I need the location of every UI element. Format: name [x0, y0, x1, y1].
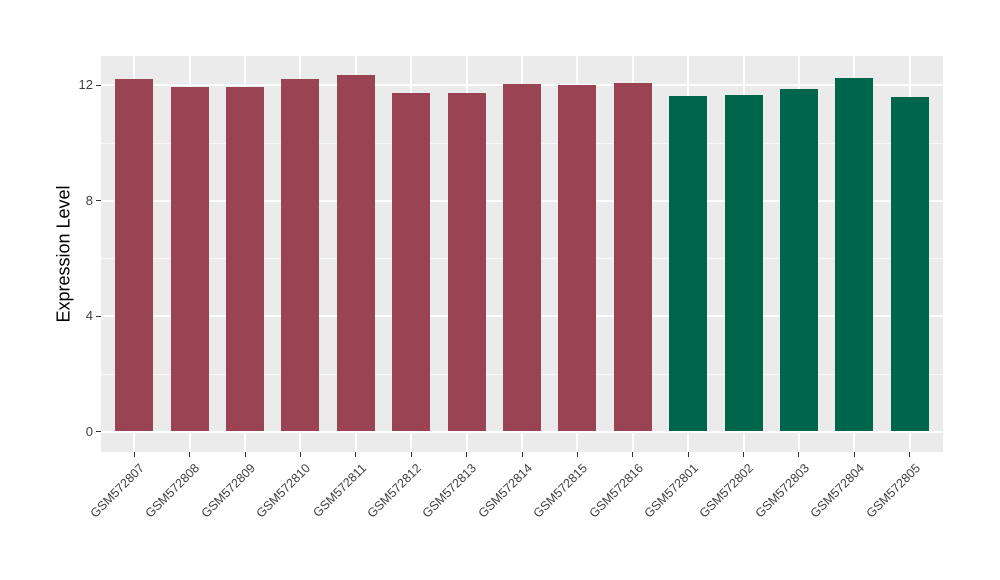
x-tick-mark [632, 452, 634, 457]
x-tick-label: GSM572812 [364, 461, 425, 521]
y-tick-mark [96, 200, 101, 202]
x-tick-label: GSM572801 [641, 461, 702, 521]
x-tick-mark [909, 452, 911, 457]
y-tick-label: 12 [78, 77, 93, 93]
bar-GSM572816 [613, 83, 652, 432]
x-tick-label: GSM572815 [530, 461, 591, 521]
x-tick-mark [244, 452, 246, 457]
x-tick-mark [853, 452, 855, 457]
x-tick-label: GSM572816 [586, 461, 646, 521]
x-tick-mark [189, 452, 191, 457]
y-tick-mark [96, 431, 101, 432]
x-tick-label: GSM572811 [309, 461, 369, 520]
x-tick-label: GSM572803 [752, 461, 812, 521]
bar-GSM572812 [392, 93, 431, 432]
y-tick-label: 4 [85, 308, 93, 324]
x-tick-label: GSM572805 [863, 461, 923, 521]
bar-GSM572801 [669, 95, 708, 432]
x-tick-label: GSM572813 [419, 461, 480, 521]
plot-panel [101, 56, 943, 452]
x-tick-label: GSM572804 [807, 461, 868, 521]
bar-GSM572807 [115, 78, 154, 432]
bar-GSM572804 [835, 77, 874, 432]
x-tick-mark [355, 452, 357, 457]
y-tick-mark [96, 84, 101, 86]
x-tick-label: GSM572807 [87, 461, 148, 521]
y-tick-mark [96, 315, 101, 317]
bar-GSM572802 [724, 95, 763, 432]
x-tick-label: GSM572814 [475, 461, 535, 521]
bar-GSM572811 [336, 75, 375, 432]
x-tick-mark [521, 452, 523, 457]
bar-GSM572809 [226, 87, 265, 432]
y-tick-label: 0 [85, 423, 93, 439]
bar-GSM572808 [170, 87, 209, 432]
x-tick-mark [576, 452, 578, 457]
x-tick-label: GSM572809 [198, 461, 258, 521]
x-tick-mark [743, 452, 745, 457]
bar-GSM572813 [447, 92, 486, 432]
x-tick-label: GSM572802 [696, 461, 757, 521]
y-tick-label: 8 [85, 192, 93, 208]
y-axis-title: Expression Level [53, 185, 74, 323]
gridline-horizontal-major [101, 430, 943, 433]
x-tick-label: GSM572810 [253, 461, 314, 521]
x-tick-mark [410, 452, 412, 457]
x-tick-mark [299, 452, 301, 457]
x-tick-mark [466, 452, 468, 457]
bar-GSM572814 [503, 84, 541, 432]
x-tick-label: GSM572808 [143, 461, 203, 521]
bar-GSM572815 [558, 84, 597, 432]
bar-GSM572810 [281, 78, 320, 432]
bar-GSM572805 [890, 97, 929, 432]
x-tick-mark [798, 452, 800, 457]
x-tick-mark [687, 452, 689, 457]
x-tick-mark [133, 452, 135, 457]
bar-GSM572803 [779, 89, 818, 432]
